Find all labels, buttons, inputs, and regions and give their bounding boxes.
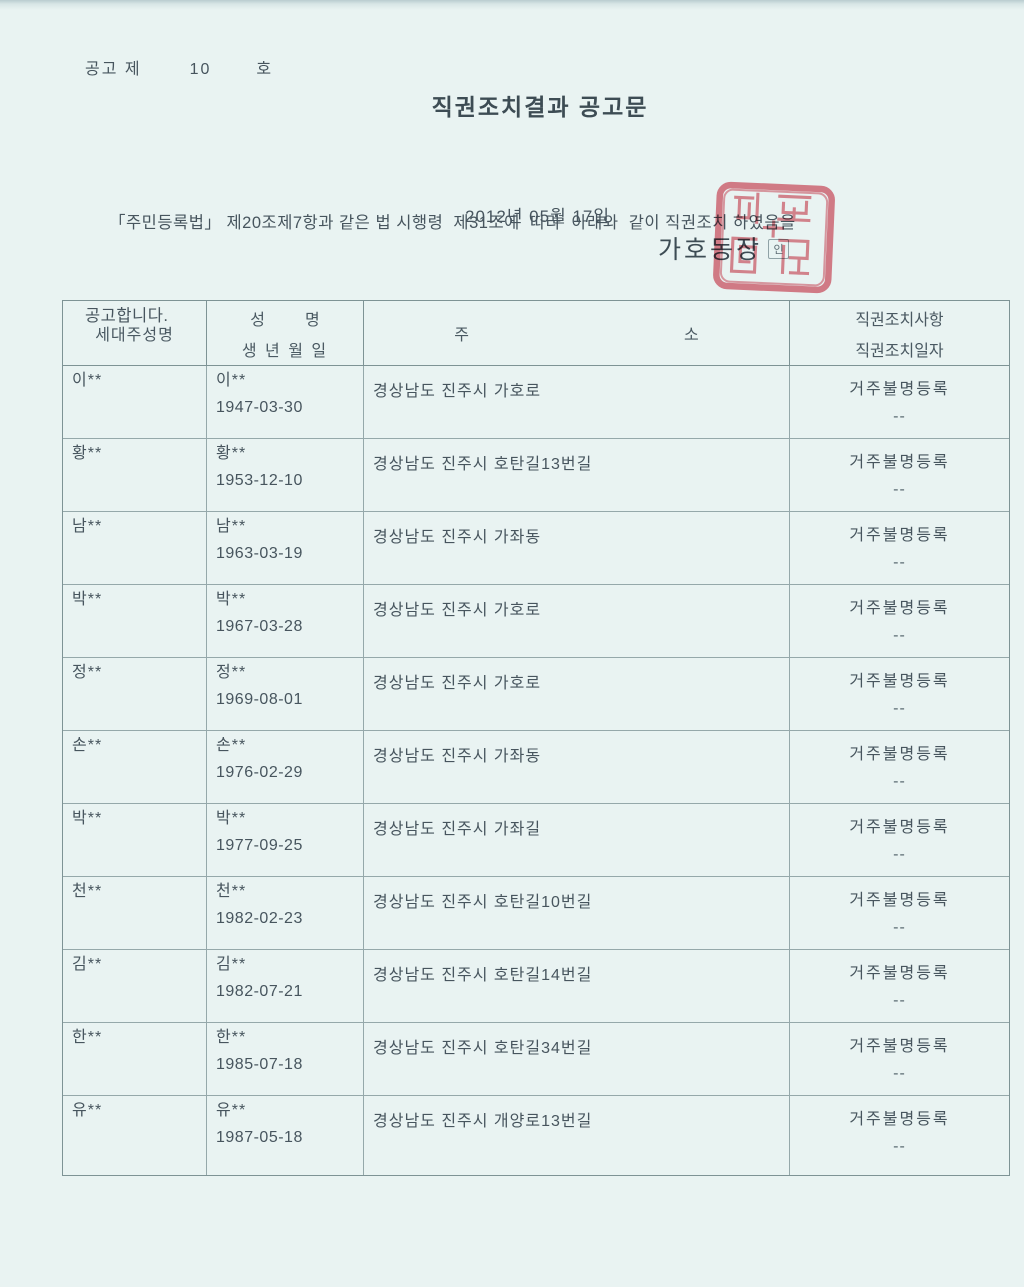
householder-name: 이**: [72, 372, 103, 389]
householder-name: 한**: [72, 1029, 103, 1046]
table-row: 황** 황** 1953-12-10 경상남도 진주시 호탄길13번길 거주불명…: [63, 439, 1009, 512]
action-type: 거주불명등록: [849, 965, 950, 982]
notice-number-value: 10: [189, 61, 212, 78]
householder-name: 남**: [72, 518, 103, 535]
birth-date: 1976-02-29: [216, 764, 303, 781]
action-type: 거주불명등록: [849, 1111, 950, 1128]
action-type: 거주불명등록: [849, 746, 950, 763]
action-date: --: [893, 627, 906, 644]
table-row: 이** 이** 1947-03-30 경상남도 진주시 가호로 거주불명등록 -…: [63, 366, 1009, 439]
notice-number-suffix: 호: [256, 61, 274, 78]
person-name: 박**: [216, 591, 247, 608]
person-name: 유**: [216, 1102, 247, 1119]
table-row: 유** 유** 1987-05-18 경상남도 진주시 개양로13번길 거주불명…: [63, 1096, 1009, 1175]
action-type: 거주불명등록: [849, 819, 950, 836]
notice-number-prefix: 공고 제: [85, 61, 142, 78]
action-date: --: [893, 408, 906, 425]
table-row: 김** 김** 1982-07-21 경상남도 진주시 호탄길14번길 거주불명…: [63, 950, 1009, 1023]
birth-date: 1987-05-18: [216, 1129, 303, 1146]
householder-name: 박**: [72, 591, 103, 608]
header-householder: 세대주성명: [95, 327, 174, 344]
person-name: 정**: [216, 664, 247, 681]
table-row: 한** 한** 1985-07-18 경상남도 진주시 호탄길34번길 거주불명…: [63, 1023, 1009, 1096]
action-date: --: [893, 1138, 906, 1155]
address: 경상남도 진주시 호탄길14번길: [373, 967, 593, 984]
action-type: 거주불명등록: [849, 673, 950, 690]
birth-date: 1977-09-25: [216, 837, 303, 854]
person-name: 손**: [216, 737, 247, 754]
table-row: 박** 박** 1977-09-25 경상남도 진주시 가좌길 거주불명등록 -…: [63, 804, 1009, 877]
action-date: --: [893, 773, 906, 790]
action-date: --: [893, 700, 906, 717]
address: 경상남도 진주시 가호로: [373, 602, 542, 619]
header-action: 직권조치사항 직권조치일자: [789, 301, 1009, 365]
person-name: 한**: [216, 1029, 247, 1046]
birth-date: 1969-08-01: [216, 691, 303, 708]
table-row: 천** 천** 1982-02-23 경상남도 진주시 호탄길10번길 거주불명…: [63, 877, 1009, 950]
person-name: 이**: [216, 372, 247, 389]
table-row: 박** 박** 1967-03-28 경상남도 진주시 가호로 거주불명등록 -…: [63, 585, 1009, 658]
birth-date: 1982-07-21: [216, 983, 303, 1000]
birth-date: 1985-07-18: [216, 1056, 303, 1073]
person-name: 남**: [216, 518, 247, 535]
signer-title: 가호동장: [658, 236, 763, 264]
scanner-edge-artifact: [0, 0, 1024, 10]
action-date: --: [893, 992, 906, 1009]
notice-date: 2012년 05월 17일: [465, 207, 611, 226]
householder-name: 황**: [72, 445, 103, 462]
action-type: 거주불명등록: [849, 527, 950, 544]
address: 경상남도 진주시 가호로: [373, 675, 542, 692]
householder-name: 김**: [72, 956, 103, 973]
householder-name: 정**: [72, 664, 103, 681]
birth-date: 1982-02-23: [216, 910, 303, 927]
address: 경상남도 진주시 호탄길34번길: [373, 1040, 593, 1057]
page-title: 직권조치결과 공고문: [431, 94, 649, 120]
table-body: 이** 이** 1947-03-30 경상남도 진주시 가호로 거주불명등록 -…: [63, 366, 1009, 1175]
birth-date: 1953-12-10: [216, 472, 303, 489]
notice-number-line: 공고 제 10 호: [85, 55, 273, 79]
birth-date: 1963-03-19: [216, 545, 303, 562]
action-type: 거주불명등록: [849, 454, 950, 471]
action-type: 거주불명등록: [849, 892, 950, 909]
action-type: 거주불명등록: [849, 1038, 950, 1055]
action-date: --: [893, 846, 906, 863]
action-type: 거주불명등록: [849, 600, 950, 617]
table-row: 손** 손** 1976-02-29 경상남도 진주시 가좌동 거주불명등록 -…: [63, 731, 1009, 804]
action-date: --: [893, 481, 906, 498]
action-date: --: [893, 1065, 906, 1082]
person-name: 김**: [216, 956, 247, 973]
address: 경상남도 진주시 호탄길10번길: [373, 894, 593, 911]
person-name: 황**: [216, 445, 247, 462]
address: 경상남도 진주시 개양로13번길: [373, 1113, 593, 1130]
person-name: 천**: [216, 883, 247, 900]
notice-body-line2: 공고합니다.: [85, 307, 169, 325]
table-row: 정** 정** 1969-08-01 경상남도 진주시 가호로 거주불명등록 -…: [63, 658, 1009, 731]
official-seal-stamp-icon: [713, 181, 835, 294]
address: 경상남도 진주시 가좌길: [373, 821, 542, 838]
address: 경상남도 진주시 가좌동: [373, 748, 542, 765]
householder-name: 유**: [72, 1102, 103, 1119]
action-type: 거주불명등록: [849, 381, 950, 398]
birth-date: 1947-03-30: [216, 399, 303, 416]
table-row: 남** 남** 1963-03-19 경상남도 진주시 가좌동 거주불명등록 -…: [63, 512, 1009, 585]
action-date: --: [893, 554, 906, 571]
address: 경상남도 진주시 가호로: [373, 383, 542, 400]
householder-name: 천**: [72, 883, 103, 900]
householder-name: 박**: [72, 810, 103, 827]
address: 경상남도 진주시 가좌동: [373, 529, 542, 546]
address: 경상남도 진주시 호탄길13번길: [373, 456, 593, 473]
birth-date: 1967-03-28: [216, 618, 303, 635]
person-name: 박**: [216, 810, 247, 827]
action-date: --: [893, 919, 906, 936]
householder-name: 손**: [72, 737, 103, 754]
